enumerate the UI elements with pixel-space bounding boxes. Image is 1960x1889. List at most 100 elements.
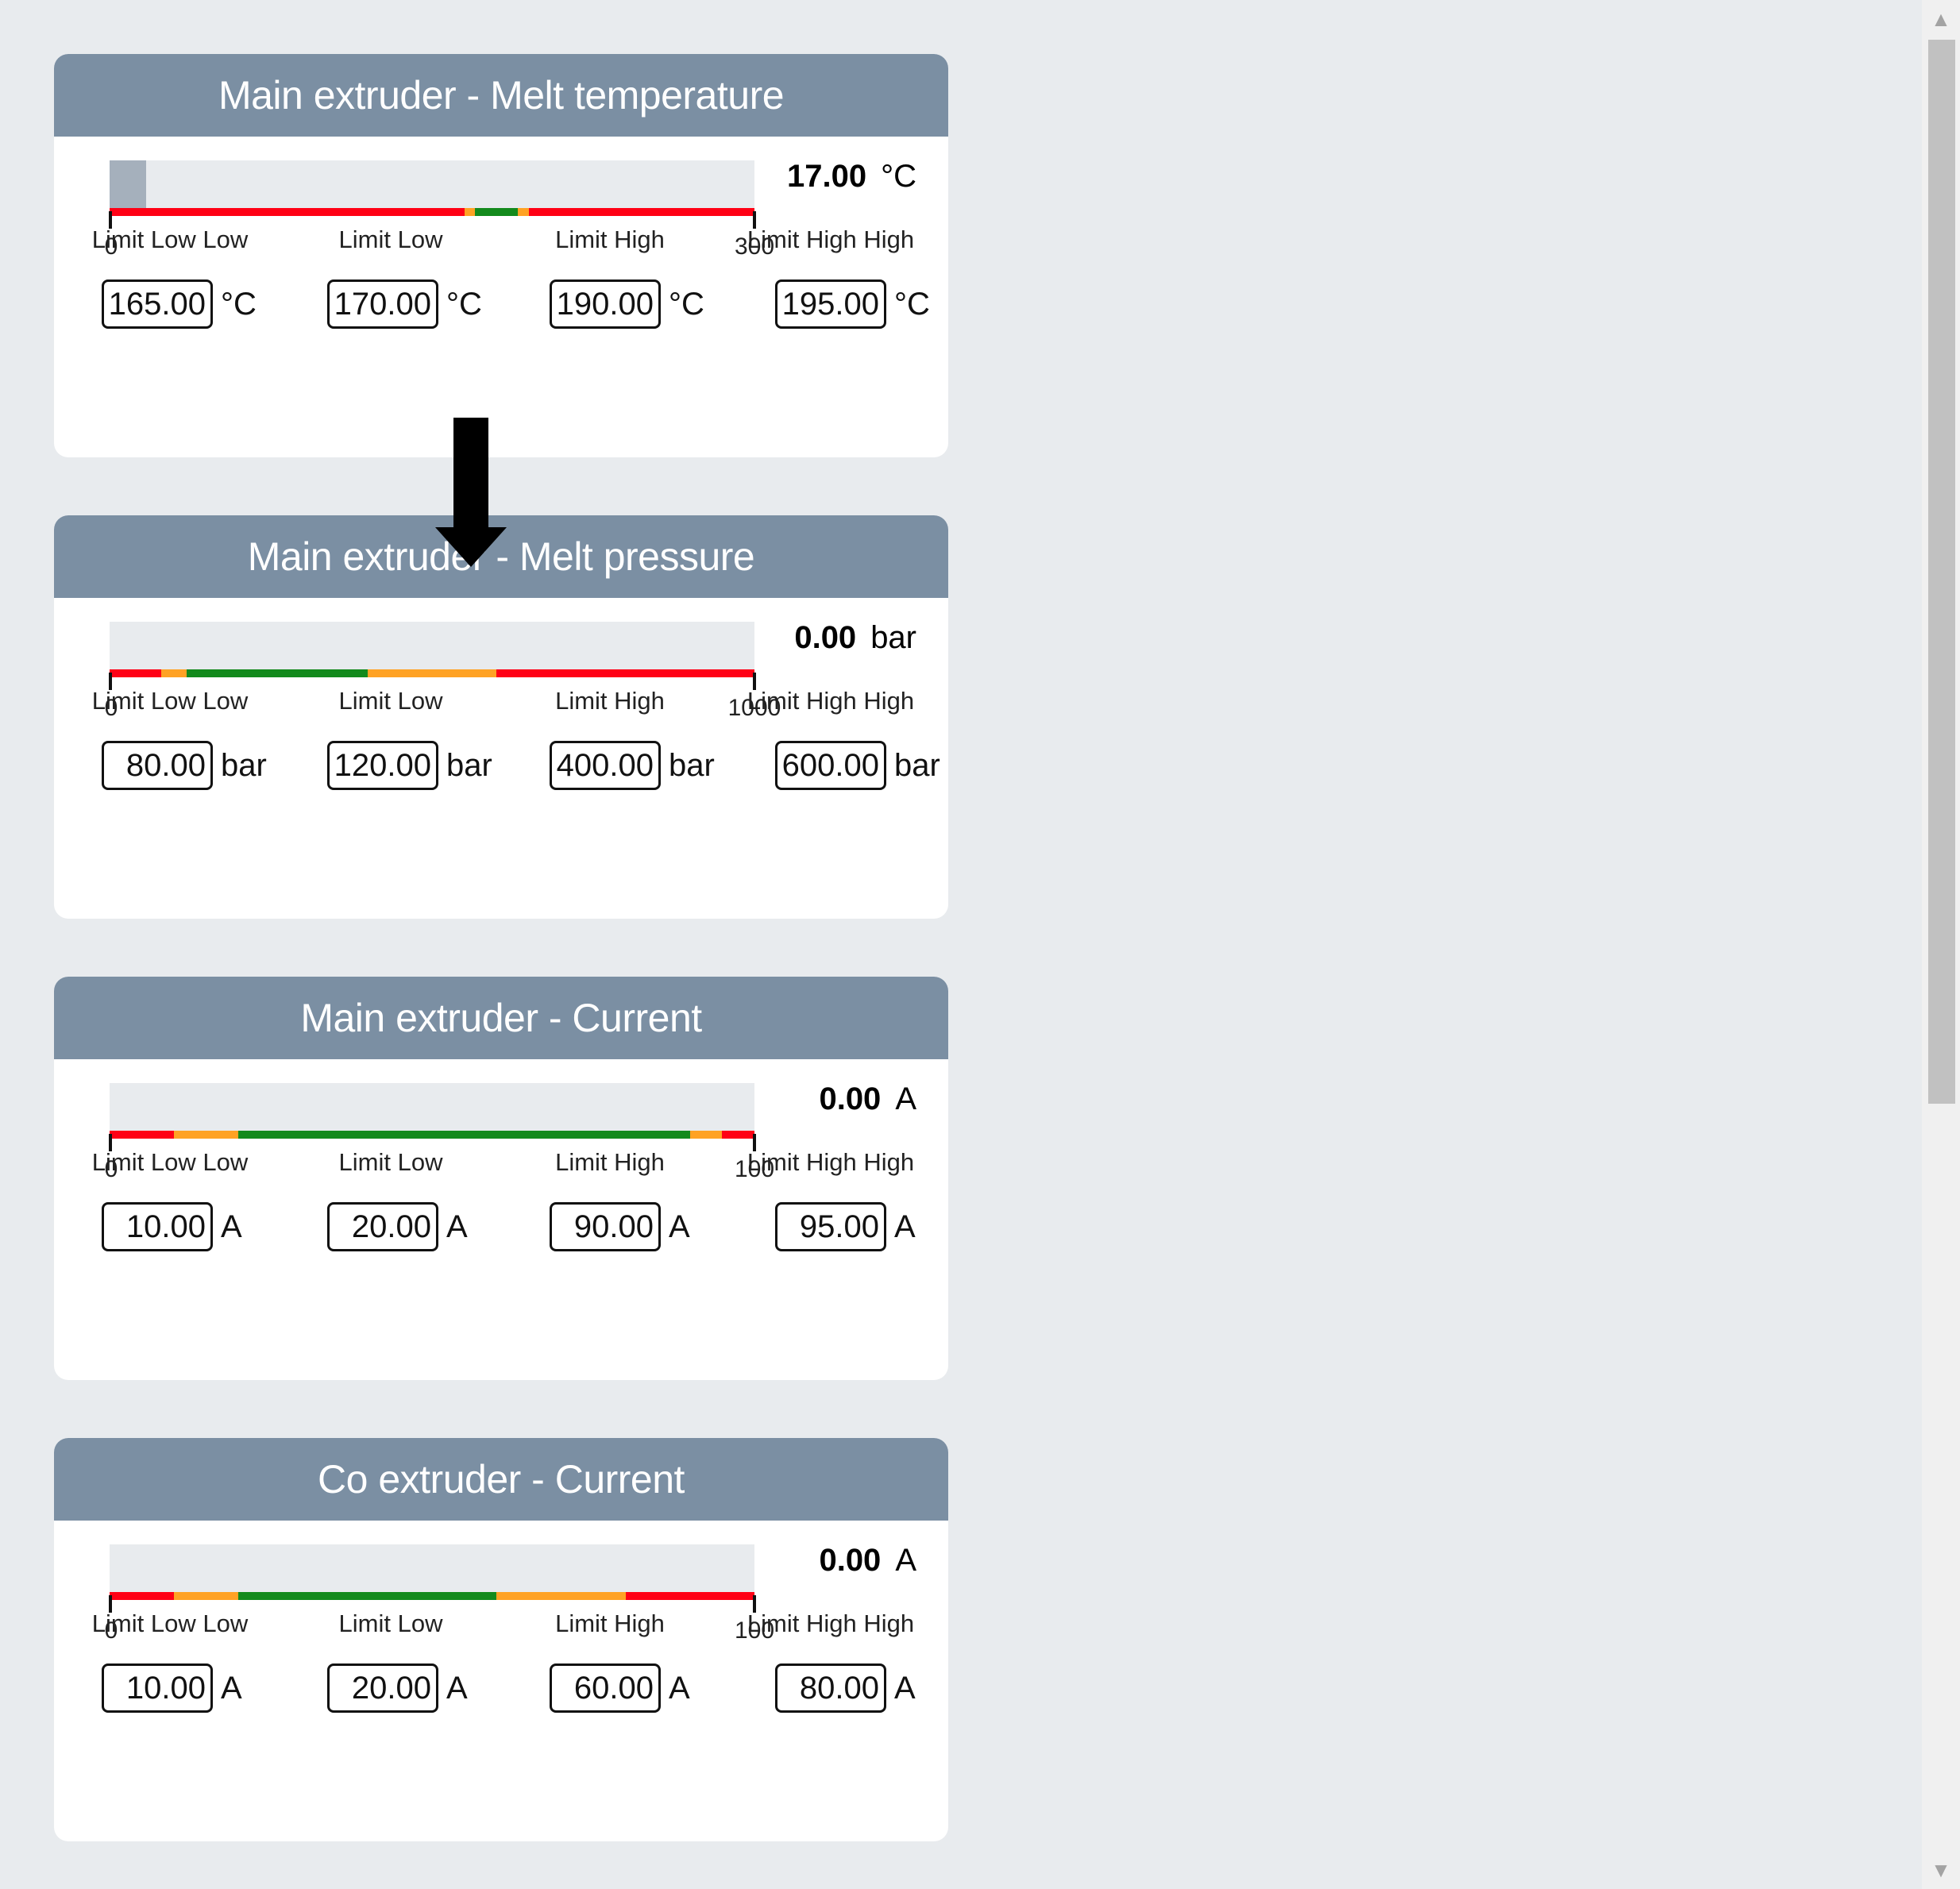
panel-melt-pressure: Main extruder - Melt pressure 0 1000 0.0… bbox=[54, 515, 948, 919]
limit-low-low-label: Limit Low Low bbox=[91, 1610, 249, 1637]
limit-unit: A bbox=[446, 1670, 468, 1706]
zone-ok bbox=[238, 1592, 497, 1600]
zone-high-high bbox=[722, 1131, 754, 1139]
limit-unit: °C bbox=[446, 286, 482, 322]
current-value-number: 0.00 bbox=[794, 620, 857, 655]
down-arrow-icon bbox=[435, 418, 507, 567]
limit-unit: A bbox=[446, 1209, 468, 1244]
limit-high-high-label: Limit High High bbox=[747, 226, 915, 253]
limit-high-field: bar bbox=[550, 741, 715, 790]
limit-low-field: A bbox=[327, 1202, 468, 1251]
range-min-label: 0 bbox=[104, 1156, 118, 1182]
gauge-track bbox=[110, 1544, 754, 1592]
gauge-bar: 0 300 bbox=[105, 160, 774, 260]
panel-main-current: Main extruder - Current 0 100 0.00 A Limi… bbox=[54, 977, 948, 1380]
limit-high-high-input[interactable] bbox=[775, 1663, 886, 1713]
current-value-unit: °C bbox=[881, 159, 916, 194]
gauge-track bbox=[110, 1083, 754, 1131]
current-value: 0.00 bar bbox=[794, 620, 916, 656]
vertical-scrollbar[interactable]: ▲ ▼ bbox=[1922, 0, 1960, 1889]
limit-high-high-label: Limit High High bbox=[747, 687, 915, 715]
limit-unit: °C bbox=[894, 286, 930, 322]
current-value-unit: A bbox=[895, 1543, 916, 1578]
limit-low-low-field: bar bbox=[102, 741, 267, 790]
panel-melt-temperature: Main extruder - Melt temperature 0 300 1… bbox=[54, 54, 948, 457]
tick-min bbox=[109, 673, 112, 690]
range-min-label: 0 bbox=[104, 1617, 118, 1644]
limit-low-low-input[interactable] bbox=[102, 279, 213, 329]
zone-low bbox=[174, 1592, 239, 1600]
tick-max bbox=[753, 211, 756, 229]
zone-high bbox=[367, 669, 497, 677]
limit-low-low-field: A bbox=[102, 1663, 242, 1713]
limit-high-field: A bbox=[550, 1663, 690, 1713]
gauge-bar: 0 100 bbox=[105, 1544, 774, 1644]
limit-low-low-input[interactable] bbox=[102, 1202, 213, 1251]
limit-high-high-field: bar bbox=[775, 741, 940, 790]
limit-low-input[interactable] bbox=[327, 1663, 438, 1713]
gauge-track bbox=[110, 622, 754, 669]
limit-high-input[interactable] bbox=[550, 279, 661, 329]
limit-high-field: A bbox=[550, 1202, 690, 1251]
zone-high-high bbox=[625, 1592, 754, 1600]
limit-high-high-input[interactable] bbox=[775, 1202, 886, 1251]
limit-high-high-input[interactable] bbox=[775, 741, 886, 790]
range-max-label: 100 bbox=[734, 1156, 775, 1182]
gauge-bar: 0 1000 bbox=[105, 622, 781, 721]
zone-low bbox=[174, 1131, 239, 1139]
limit-high-high-field: A bbox=[775, 1663, 916, 1713]
limit-unit: bar bbox=[221, 747, 267, 783]
zone-ok bbox=[238, 1131, 690, 1139]
limit-high-label: Limit High bbox=[555, 1610, 665, 1637]
triangle-down-icon[interactable]: ▼ bbox=[1931, 1857, 1951, 1882]
tick-max bbox=[753, 673, 756, 690]
limit-zones bbox=[110, 208, 754, 216]
limit-low-low-label: Limit Low Low bbox=[91, 226, 249, 253]
limit-unit: A bbox=[894, 1209, 916, 1244]
panel-title: Co extruder - Current bbox=[54, 1438, 948, 1521]
limit-low-low-label: Limit Low Low bbox=[91, 687, 249, 715]
limit-low-label: Limit Low bbox=[338, 226, 443, 253]
panel-title: Main extruder - Current bbox=[54, 977, 948, 1059]
limit-low-label: Limit Low bbox=[338, 1610, 443, 1637]
limit-low-label: Limit Low bbox=[338, 687, 443, 715]
scrollbar-thumb[interactable] bbox=[1928, 40, 1955, 1104]
zone-low bbox=[464, 208, 476, 216]
limit-high-input[interactable] bbox=[550, 1663, 661, 1713]
limit-high-label: Limit High bbox=[555, 687, 665, 715]
limit-high-input[interactable] bbox=[550, 1202, 661, 1251]
limit-high-high-input[interactable] bbox=[775, 279, 886, 329]
limit-unit: °C bbox=[669, 286, 704, 322]
zone-low-low bbox=[110, 208, 465, 216]
limit-high-field: °C bbox=[550, 279, 704, 329]
zone-low-low bbox=[110, 1592, 175, 1600]
current-value-number: 0.00 bbox=[819, 1543, 882, 1578]
tick-max bbox=[753, 1595, 756, 1613]
limit-unit: A bbox=[221, 1209, 242, 1244]
gauge-bar: 0 100 bbox=[105, 1083, 774, 1182]
limit-low-input[interactable] bbox=[327, 1202, 438, 1251]
limit-low-input[interactable] bbox=[327, 741, 438, 790]
current-value: 0.00 A bbox=[819, 1081, 916, 1117]
limit-low-low-field: A bbox=[102, 1202, 242, 1251]
triangle-up-icon[interactable]: ▲ bbox=[1931, 6, 1951, 31]
limit-high-high-label: Limit High High bbox=[747, 1148, 915, 1176]
limit-low-input[interactable] bbox=[327, 279, 438, 329]
zone-high bbox=[496, 1592, 626, 1600]
limit-low-low-input[interactable] bbox=[102, 741, 213, 790]
limit-low-low-input[interactable] bbox=[102, 1663, 213, 1713]
tick-min bbox=[109, 1134, 112, 1151]
limit-low-field: °C bbox=[327, 279, 482, 329]
limit-high-high-field: °C bbox=[775, 279, 930, 329]
panel-co-current: Co extruder - Current 0 100 0.00 A Limit … bbox=[54, 1438, 948, 1841]
limit-low-low-label: Limit Low Low bbox=[91, 1148, 249, 1176]
current-value-unit: A bbox=[895, 1081, 916, 1116]
limit-low-label: Limit Low bbox=[338, 1148, 443, 1176]
limit-high-input[interactable] bbox=[550, 741, 661, 790]
current-value: 0.00 A bbox=[819, 1543, 916, 1579]
limit-zones bbox=[110, 1131, 754, 1139]
range-min-label: 0 bbox=[104, 695, 118, 721]
limit-zones bbox=[110, 669, 754, 677]
limit-unit: A bbox=[221, 1670, 242, 1706]
